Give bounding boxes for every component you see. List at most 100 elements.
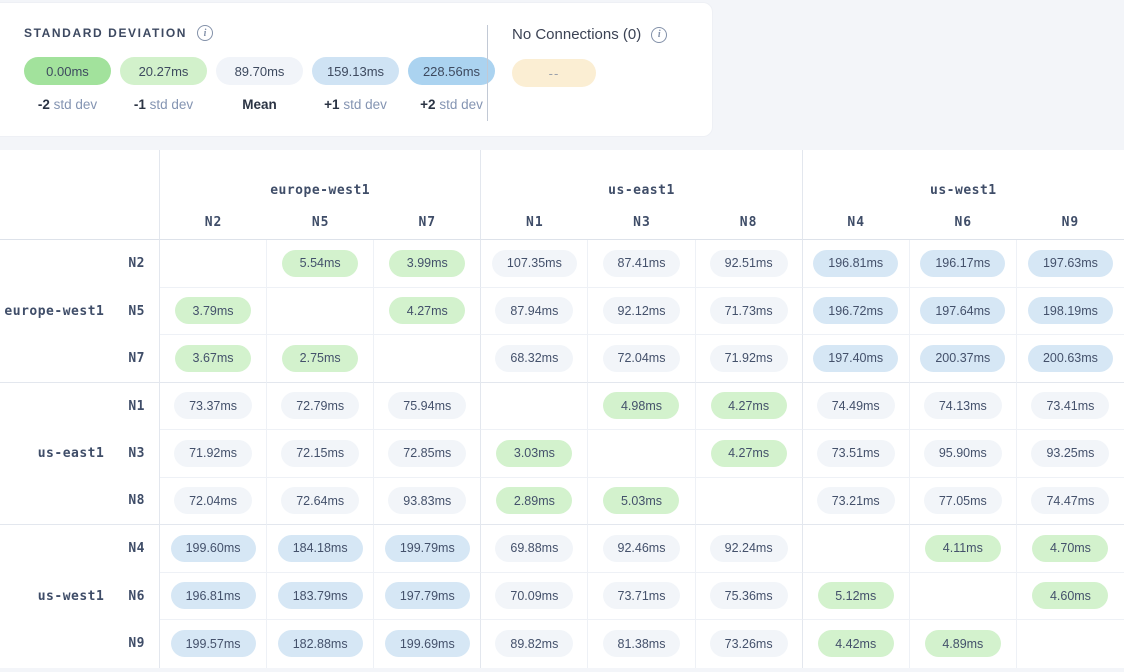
row-node-label: N7 xyxy=(128,350,145,366)
latency-pill[interactable]: 5.54ms xyxy=(282,249,359,277)
latency-pill[interactable]: 69.88ms xyxy=(495,534,574,562)
row-label-cell: us-west1 N6 xyxy=(0,572,160,620)
matrix-cell: 77.05ms xyxy=(909,477,1017,525)
latency-pill[interactable]: 199.79ms xyxy=(384,534,470,562)
latency-pill[interactable]: 4.27ms xyxy=(710,392,787,420)
latency-pill[interactable]: 81.38ms xyxy=(602,630,681,658)
latency-pill[interactable]: 92.51ms xyxy=(709,249,788,277)
latency-pill[interactable]: 197.63ms xyxy=(1027,249,1113,277)
legend-pills: 0.00ms -2 std dev 20.27ms -1 std dev 89.70ms… xyxy=(24,57,495,112)
latency-pill[interactable]: 77.05ms xyxy=(923,487,1002,515)
latency-pill[interactable]: 2.89ms xyxy=(496,487,573,515)
no-connections-section: No Connections (0) i -- xyxy=(512,26,668,87)
latency-pill[interactable]: 74.49ms xyxy=(816,392,895,420)
latency-pill[interactable]: 68.32ms xyxy=(495,344,574,372)
info-icon[interactable]: i xyxy=(651,26,668,43)
latency-pill[interactable]: 4.42ms xyxy=(817,630,894,658)
latency-pill[interactable]: 196.72ms xyxy=(813,297,899,325)
latency-pill[interactable]: 72.79ms xyxy=(281,392,360,420)
matrix-cell: 197.63ms xyxy=(1016,240,1124,288)
matrix-cell: 184.18ms xyxy=(267,525,375,573)
latency-pill[interactable]: 72.04ms xyxy=(174,487,253,515)
latency-pill[interactable]: 92.46ms xyxy=(602,534,681,562)
latency-pill[interactable]: 4.11ms xyxy=(924,534,1001,562)
latency-pill[interactable]: 3.03ms xyxy=(496,439,573,467)
latency-pill[interactable]: 73.21ms xyxy=(816,487,895,515)
latency-pill[interactable]: 197.64ms xyxy=(920,297,1006,325)
matrix-cell xyxy=(374,335,482,383)
matrix-corner xyxy=(0,150,160,200)
latency-pill[interactable]: 72.85ms xyxy=(388,439,467,467)
latency-pill[interactable]: 199.69ms xyxy=(384,630,470,658)
column-node-header: N3 xyxy=(588,200,696,240)
info-icon[interactable]: i xyxy=(197,25,214,41)
latency-pill[interactable]: 184.18ms xyxy=(277,534,363,562)
latency-pill[interactable]: 197.40ms xyxy=(813,344,899,372)
latency-pill[interactable]: 199.57ms xyxy=(170,630,256,658)
latency-pill[interactable]: 3.79ms xyxy=(175,297,252,325)
latency-pill[interactable]: 197.79ms xyxy=(384,582,470,610)
latency-pill[interactable]: 73.41ms xyxy=(1031,392,1110,420)
latency-pill[interactable]: 4.27ms xyxy=(389,297,466,325)
latency-pill[interactable]: 196.81ms xyxy=(170,582,256,610)
latency-pill[interactable]: 196.81ms xyxy=(813,249,899,277)
latency-pill[interactable]: 70.09ms xyxy=(495,582,574,610)
latency-pill[interactable]: 92.24ms xyxy=(709,534,788,562)
matrix-cell: 72.64ms xyxy=(267,477,375,525)
latency-pill[interactable]: 200.37ms xyxy=(920,344,1006,372)
latency-pill[interactable]: 4.98ms xyxy=(603,392,680,420)
latency-pill[interactable]: 73.37ms xyxy=(174,392,253,420)
latency-pill[interactable]: 87.94ms xyxy=(495,297,574,325)
matrix-cell: 73.26ms xyxy=(696,620,803,668)
latency-pill[interactable]: 72.15ms xyxy=(281,439,360,467)
latency-pill[interactable]: 4.27ms xyxy=(710,439,787,467)
latency-pill[interactable]: 93.83ms xyxy=(388,487,467,515)
latency-pill[interactable]: 3.67ms xyxy=(175,344,252,372)
matrix-cell: 3.67ms xyxy=(160,335,268,383)
latency-pill[interactable]: 71.73ms xyxy=(709,297,788,325)
row-label-cell: N9 xyxy=(0,620,160,668)
latency-pill[interactable]: 74.47ms xyxy=(1031,487,1110,515)
latency-pill[interactable]: 3.99ms xyxy=(389,249,466,277)
latency-pill[interactable]: 4.70ms xyxy=(1032,534,1109,562)
latency-pill[interactable]: 5.03ms xyxy=(603,487,680,515)
matrix-cell: 68.32ms xyxy=(481,335,589,383)
matrix-cell: 197.64ms xyxy=(909,287,1017,335)
latency-pill[interactable]: 89.82ms xyxy=(495,630,574,658)
latency-pill[interactable]: 2.75ms xyxy=(282,344,359,372)
latency-pill[interactable]: 200.63ms xyxy=(1027,344,1113,372)
matrix-cell: 74.49ms xyxy=(802,382,910,430)
matrix-cell: 4.60ms xyxy=(1016,573,1124,620)
latency-pill[interactable]: 71.92ms xyxy=(709,344,788,372)
matrix-cell xyxy=(481,382,589,430)
latency-pill[interactable]: 4.89ms xyxy=(924,630,1001,658)
latency-pill[interactable]: 75.36ms xyxy=(709,582,788,610)
latency-pill[interactable]: 73.51ms xyxy=(816,439,895,467)
latency-pill[interactable]: 73.71ms xyxy=(602,582,681,610)
latency-pill[interactable]: 5.12ms xyxy=(817,582,894,610)
latency-pill[interactable]: 198.19ms xyxy=(1027,297,1113,325)
legend-item: 228.56ms +2 std dev xyxy=(408,57,495,112)
latency-pill[interactable]: 196.17ms xyxy=(920,249,1006,277)
latency-pill[interactable]: 72.04ms xyxy=(602,344,681,372)
matrix-cell: 92.51ms xyxy=(695,240,803,288)
latency-pill[interactable]: 72.64ms xyxy=(281,487,360,515)
matrix-cell: 196.72ms xyxy=(802,287,910,335)
latency-pill[interactable]: 87.41ms xyxy=(602,249,681,277)
matrix-cell: 196.81ms xyxy=(802,240,910,288)
latency-pill[interactable]: 95.90ms xyxy=(923,439,1002,467)
latency-pill[interactable]: 199.60ms xyxy=(170,534,256,562)
latency-pill[interactable]: 75.94ms xyxy=(388,392,467,420)
latency-pill[interactable]: 183.79ms xyxy=(277,582,363,610)
latency-pill[interactable]: 107.35ms xyxy=(491,249,577,277)
latency-pill[interactable]: 92.12ms xyxy=(602,297,681,325)
no-connections-pill: -- xyxy=(512,59,596,87)
latency-pill[interactable]: 71.92ms xyxy=(174,439,253,467)
column-node-header: N1 xyxy=(481,200,589,240)
latency-pill[interactable]: 182.88ms xyxy=(277,630,363,658)
latency-pill[interactable]: 4.60ms xyxy=(1032,582,1109,610)
latency-pill[interactable]: 74.13ms xyxy=(923,392,1002,420)
standard-deviation-title: STANDARD DEVIATION xyxy=(24,26,188,40)
latency-pill[interactable]: 73.26ms xyxy=(709,630,788,658)
latency-pill[interactable]: 93.25ms xyxy=(1031,439,1110,467)
